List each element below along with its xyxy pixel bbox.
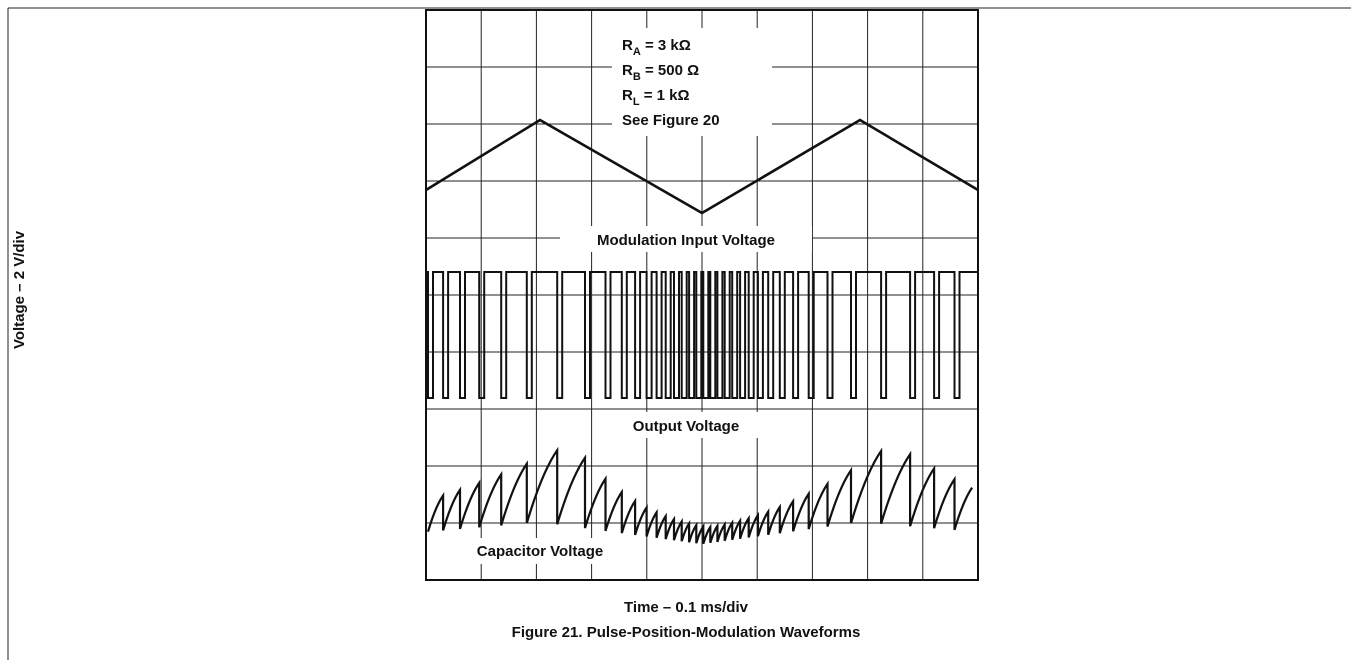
subscript: B <box>633 71 641 83</box>
x-axis-label: Time – 0.1 ms/div <box>624 599 749 616</box>
value: = 1 kΩ <box>640 87 690 104</box>
condition: RL = 1 kΩ <box>622 87 690 108</box>
label-bg <box>560 226 812 252</box>
symbol: R <box>622 62 633 79</box>
value: = 3 kΩ <box>641 37 691 54</box>
label-bg <box>612 28 772 136</box>
output-trace <box>426 271 978 399</box>
trace-label: Output Voltage <box>633 418 739 435</box>
plot-border <box>425 9 979 581</box>
symbol: R <box>622 37 633 54</box>
subscript: L <box>633 96 640 108</box>
symbol: R <box>622 87 633 104</box>
trace-label: Capacitor Voltage <box>477 543 603 560</box>
label-bg <box>447 538 633 564</box>
trace-label: Modulation Input Voltage <box>597 232 775 249</box>
condition: RB = 500 Ω <box>622 62 699 83</box>
value: = 500 Ω <box>641 62 699 79</box>
capacitor-trace <box>426 446 974 545</box>
condition: See Figure 20 <box>622 112 720 129</box>
caption: Figure 21. Pulse-Position-Modulation Wav… <box>512 624 861 641</box>
condition: RA = 3 kΩ <box>622 37 691 58</box>
y-axis-label: Voltage – 2 V/div <box>11 230 28 349</box>
subscript: A <box>633 46 641 58</box>
label-bg <box>600 412 772 438</box>
modulation-trace <box>425 118 979 215</box>
